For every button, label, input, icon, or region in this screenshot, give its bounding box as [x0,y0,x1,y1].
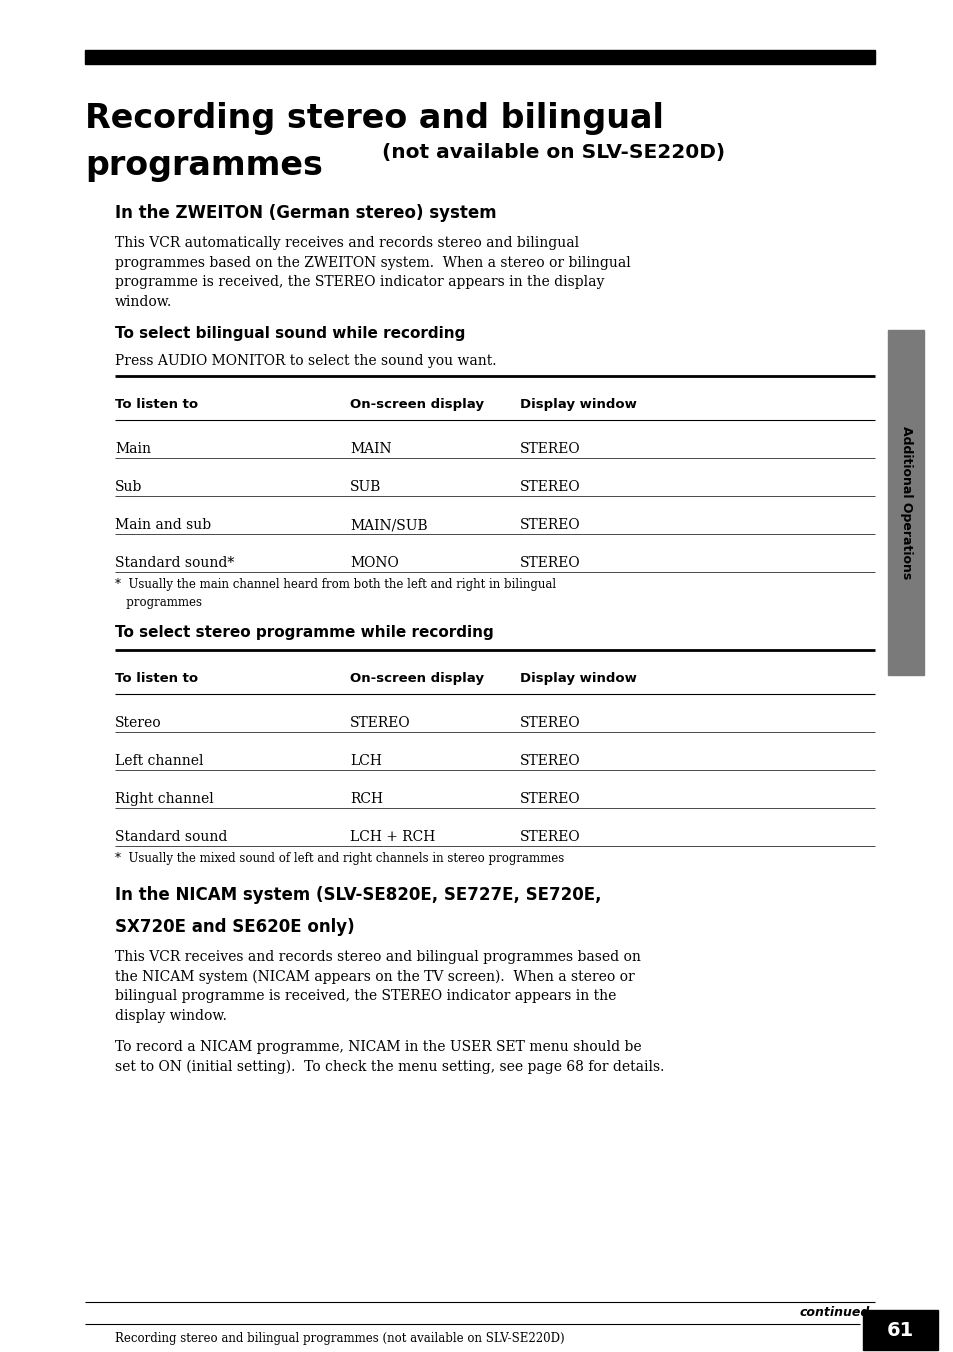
Text: STEREO: STEREO [519,480,580,493]
Text: programme is received, the STEREO indicator appears in the display: programme is received, the STEREO indica… [115,274,604,289]
Text: Press AUDIO MONITOR to select the sound you want.: Press AUDIO MONITOR to select the sound … [115,354,496,368]
Text: STEREO: STEREO [519,717,580,730]
Text: window.: window. [115,295,172,308]
Text: the NICAM system (NICAM appears on the TV screen).  When a stereo or: the NICAM system (NICAM appears on the T… [115,969,634,984]
Text: This VCR receives and records stereo and bilingual programmes based on: This VCR receives and records stereo and… [115,950,640,964]
Text: Additional Operations: Additional Operations [899,426,911,579]
Text: Right channel: Right channel [115,792,213,806]
Text: programmes based on the ZWEITON system.  When a stereo or bilingual: programmes based on the ZWEITON system. … [115,256,630,269]
Text: To listen to: To listen to [115,397,198,411]
Text: LCH + RCH: LCH + RCH [350,830,435,844]
Bar [887,330,923,675]
Text: STEREO: STEREO [350,717,410,730]
Text: To select bilingual sound while recording: To select bilingual sound while recordin… [115,326,465,341]
Text: MAIN/SUB: MAIN/SUB [350,518,427,531]
Text: STEREO: STEREO [519,518,580,531]
Text: programmes: programmes [85,149,322,183]
Text: To select stereo programme while recording: To select stereo programme while recordi… [115,625,494,639]
Text: To record a NICAM programme, NICAM in the USER SET menu should be: To record a NICAM programme, NICAM in th… [115,1040,641,1055]
Text: Left channel: Left channel [115,754,203,768]
Text: SUB: SUB [350,480,381,493]
Text: display window.: display window. [115,1009,227,1022]
Text: bilingual programme is received, the STEREO indicator appears in the: bilingual programme is received, the STE… [115,990,616,1003]
Bar [85,50,874,64]
Text: programmes: programmes [115,595,202,608]
Text: MAIN: MAIN [350,442,392,456]
Text: Stereo: Stereo [115,717,161,730]
Text: To listen to: To listen to [115,672,198,685]
Text: set to ON (initial setting).  To check the menu setting, see page 68 for details: set to ON (initial setting). To check th… [115,1060,663,1073]
Text: MONO: MONO [350,556,398,571]
Text: LCH: LCH [350,754,381,768]
Text: STEREO: STEREO [519,792,580,806]
Text: In the NICAM system (SLV-SE820E, SE727E, SE720E,: In the NICAM system (SLV-SE820E, SE727E,… [115,886,601,904]
Text: STEREO: STEREO [519,442,580,456]
Text: STEREO: STEREO [519,830,580,844]
Text: Display window: Display window [519,672,637,685]
Text: Standard sound*: Standard sound* [115,556,234,571]
Text: Recording stereo and bilingual programmes (not available on SLV-SE220D): Recording stereo and bilingual programme… [115,1332,564,1345]
Text: In the ZWEITON (German stereo) system: In the ZWEITON (German stereo) system [115,204,497,222]
Text: continued: continued [799,1306,869,1320]
Text: Main: Main [115,442,151,456]
Text: Main and sub: Main and sub [115,518,211,531]
Bar [862,1310,937,1351]
Text: STEREO: STEREO [519,754,580,768]
Text: *  Usually the main channel heard from both the left and right in bilingual: * Usually the main channel heard from bo… [115,579,556,591]
Text: Sub: Sub [115,480,142,493]
Text: (not available on SLV-SE220D): (not available on SLV-SE220D) [375,143,724,162]
Text: On-screen display: On-screen display [350,672,483,685]
Text: This VCR automatically receives and records stereo and bilingual: This VCR automatically receives and reco… [115,237,578,250]
Text: RCH: RCH [350,792,382,806]
Text: On-screen display: On-screen display [350,397,483,411]
Text: SX720E and SE620E only): SX720E and SE620E only) [115,918,355,936]
Text: Standard sound: Standard sound [115,830,227,844]
Text: *  Usually the mixed sound of left and right channels in stereo programmes: * Usually the mixed sound of left and ri… [115,852,563,865]
Text: STEREO: STEREO [519,556,580,571]
Text: 61: 61 [886,1321,913,1340]
Text: Display window: Display window [519,397,637,411]
Text: Recording stereo and bilingual: Recording stereo and bilingual [85,101,663,135]
